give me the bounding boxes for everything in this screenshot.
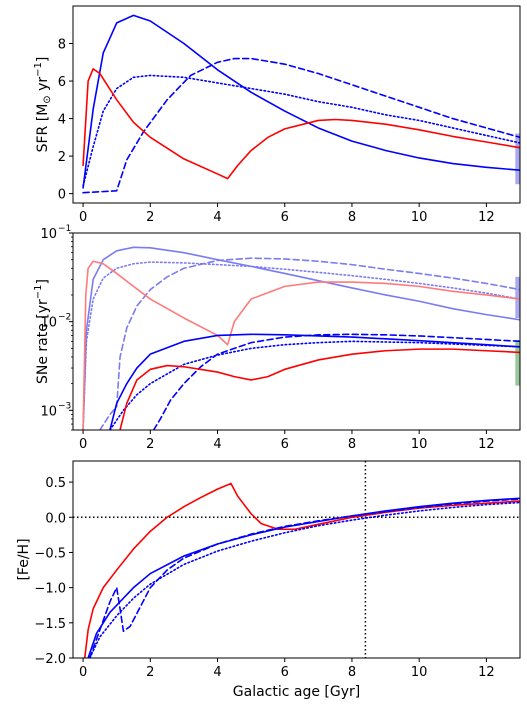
x-tick-label: 6: [281, 210, 289, 225]
y-tick-label: 10: [40, 404, 57, 419]
y-tick-label: 0: [58, 188, 66, 203]
x-tick-label: 6: [281, 437, 289, 452]
y-tick-exponent: −2: [58, 313, 71, 323]
x-tick-label: 0: [79, 210, 87, 225]
panel-1: 0 2 4 6 8 10 12 0 2 4 6 8 SFR [M⊙ yr−1]: [33, 5, 521, 225]
plot-area: [82, 246, 520, 430]
plot-area: [73, 461, 520, 658]
x-tick-label: 4: [213, 210, 221, 225]
series-line-3: [89, 501, 520, 658]
x-tick-label: 12: [478, 437, 495, 452]
series-line-1: [82, 246, 520, 430]
y-tick-exponent: −3: [58, 401, 71, 411]
axes-frame: [72, 232, 521, 431]
y-tick-label: 6: [58, 75, 66, 90]
y-axis-label-part: ]: [35, 57, 51, 62]
x-tick-label: 0: [79, 665, 87, 680]
plot-area: [82, 14, 520, 194]
series-line-2: [87, 497, 520, 658]
observation-band-2: [515, 340, 520, 386]
y-tick-label: 10: [40, 227, 57, 242]
series-line-4: [89, 498, 520, 658]
series-line-1: [83, 482, 520, 658]
y-tick-exponent: −1: [58, 224, 71, 234]
series-line-6: [109, 340, 520, 430]
observation-band-1: [515, 276, 520, 318]
x-tick-label: 12: [478, 210, 495, 225]
x-tick-label: 10: [411, 210, 428, 225]
y-tick-label: −1.5: [34, 617, 66, 632]
y-axis-label-part: SNe rate [yr: [35, 299, 51, 384]
y-axis-label-part: −1: [33, 62, 44, 77]
x-tick-label: 4: [213, 665, 221, 680]
x-tick-label: 8: [348, 210, 356, 225]
y-tick-label: 8: [58, 38, 66, 53]
x-tick-label: 2: [146, 665, 154, 680]
y-axis-label-part: ]: [35, 279, 51, 284]
x-tick-label: 6: [281, 665, 289, 680]
series-line-4: [82, 68, 520, 180]
series-line-4: [82, 260, 520, 430]
y-tick-label: 10: [40, 316, 57, 331]
x-axis-label: Galactic age [Gyr]: [233, 684, 360, 700]
series-line-8: [119, 348, 520, 430]
y-tick-label: 0.5: [45, 476, 66, 491]
x-tick-label: 8: [348, 665, 356, 680]
series-line-1: [82, 14, 520, 189]
panel-3: 0 2 4 6 8 10 12 0.5 0.0 −0.5 −1.0 −1.5 −2.0 [Fe/H] Gal…: [16, 460, 521, 700]
y-axis-label-part: ⊙: [42, 95, 53, 103]
observation-band-1: [515, 133, 520, 185]
axes-frame: [72, 460, 521, 659]
x-tick-label: 12: [478, 665, 495, 680]
y-axis-label-part: yr: [35, 77, 51, 96]
y-tick-label: 4: [58, 113, 66, 128]
y-tick-label: −0.5: [34, 546, 66, 561]
axes-frame: [72, 5, 521, 204]
y-tick-label: −2.0: [34, 652, 66, 667]
x-tick-label: 0: [79, 437, 87, 452]
y-axis-label: SNe rate [yr−1]: [33, 279, 51, 384]
y-tick-label: −1.0: [34, 582, 66, 597]
x-tick-label: 2: [146, 437, 154, 452]
series-line-7: [152, 333, 520, 430]
y-tick-label: 0.0: [45, 511, 66, 526]
series-line-3: [82, 57, 520, 194]
y-tick-label: 2: [58, 150, 66, 165]
series-line-5: [109, 333, 520, 430]
x-tick-label: 10: [411, 437, 428, 452]
y-axis-label-part: SFR [M: [35, 104, 51, 153]
series-line-2: [82, 261, 520, 430]
y-axis-label-part: −1: [33, 284, 44, 299]
x-tick-label: 10: [411, 665, 428, 680]
x-tick-label: 2: [146, 210, 154, 225]
series-line-2: [82, 74, 520, 187]
series-line-3: [99, 257, 520, 430]
x-tick-label: 4: [213, 437, 221, 452]
x-tick-label: 8: [348, 437, 356, 452]
y-axis-label: SFR [M⊙ yr−1]: [33, 57, 53, 153]
y-axis-label: [Fe/H]: [16, 538, 32, 580]
